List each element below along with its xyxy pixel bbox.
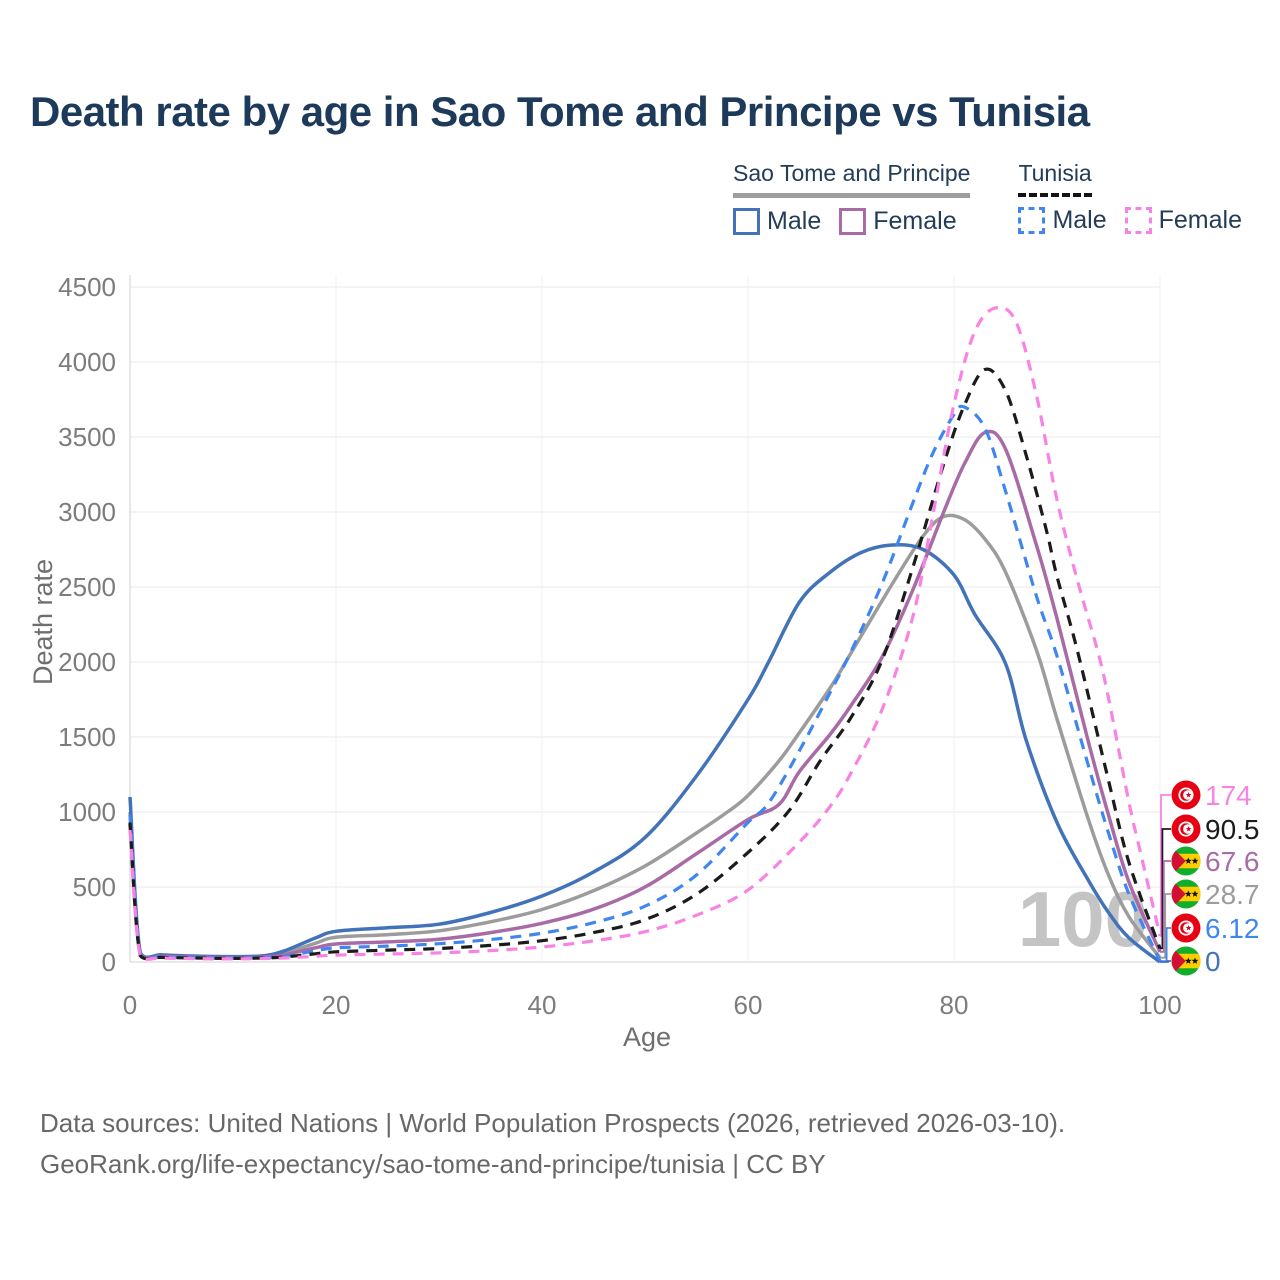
sao-tome-flag-icon: [1171, 846, 1201, 876]
y-tick-500: 500: [73, 872, 116, 902]
legend-group-title-sao-tome: Sao Tome and Principe: [733, 160, 971, 198]
x-tick-20: 20: [322, 990, 351, 1020]
curve-sao-tome-and-principe-both-sexes: [128, 513, 1162, 960]
legend-group-title-tunisia: Tunisia: [1018, 160, 1092, 197]
y-tick-2000: 2000: [58, 647, 116, 677]
footer-data-sources: Data sources: United Nations | World Pop…: [40, 1108, 1066, 1138]
tun-female-swatch-icon: [1124, 207, 1152, 234]
end-value-67.6: 67.6: [1205, 846, 1260, 877]
legend-group-tunisia: Tunisia Male Female: [1018, 160, 1242, 236]
y-tick-3000: 3000: [58, 497, 116, 527]
y-axis-ticks: 0 500 1000 1500 2000 2500 3000 3500 4000 4500: [58, 272, 116, 977]
end-value-90.5: 90.5: [1205, 814, 1260, 845]
end-label-connector: [1160, 927, 1171, 962]
legend-label-tun-male: Male: [1052, 206, 1107, 234]
legend: Sao Tome and Principe Male Female Tunisi…: [733, 160, 1242, 236]
y-axis-title: Death rate: [28, 559, 58, 685]
age-watermark: 100: [1018, 875, 1148, 963]
page-title: Death rate by age in Sao Tome and Princi…: [30, 88, 1090, 135]
sao-tome-flag-icon: [1171, 879, 1201, 909]
legend-label-stp-male: Male: [767, 207, 822, 235]
y-tick-4500: 4500: [58, 272, 116, 302]
end-value-28.7: 28.7: [1205, 879, 1260, 910]
legend-item-tun-female[interactable]: Female: [1124, 206, 1242, 235]
y-tick-2500: 2500: [58, 572, 116, 602]
sao-tome-flag-icon: [1171, 946, 1201, 976]
curve-tunisia-both-sexes: [128, 367, 1162, 961]
end-label-connector: [1160, 960, 1171, 963]
y-tick-0: 0: [102, 947, 116, 977]
legend-group-sao-tome: Sao Tome and Principe Male Female: [733, 160, 971, 236]
legend-item-stp-female[interactable]: Female: [839, 207, 957, 236]
legend-label-stp-female: Female: [873, 207, 957, 235]
legend-items-sao-tome: Male Female: [733, 207, 970, 236]
tunisia-flag-icon: [1171, 814, 1201, 844]
legend-label-tun-female: Female: [1158, 206, 1242, 234]
tun-male-swatch-icon: [1018, 207, 1046, 234]
end-label-connector: [1160, 860, 1171, 953]
end-label-connector: [1160, 893, 1171, 959]
stp-male-swatch-icon: [733, 208, 761, 235]
y-tick-3500: 3500: [58, 422, 116, 452]
legend-item-tun-male[interactable]: Male: [1018, 206, 1107, 235]
stp-female-swatch-icon: [839, 208, 867, 235]
y-tick-1500: 1500: [58, 722, 116, 752]
footer-url[interactable]: GeoRank.org/life-expectancy/sao-tome-and…: [40, 1149, 826, 1179]
footer: Data sources: United Nations | World Pop…: [40, 1103, 1065, 1185]
end-value-174: 174: [1205, 780, 1252, 811]
end-label-connector: [1160, 794, 1171, 937]
tunisia-flag-icon: [1171, 780, 1201, 810]
curve-tunisia-male: [128, 404, 1162, 962]
legend-item-stp-male[interactable]: Male: [733, 207, 821, 236]
chart-gridlines: [129, 275, 1161, 963]
tunisia-flag-icon: [1171, 913, 1201, 943]
chart-curves: [128, 305, 1162, 964]
legend-items-tunisia: Male Female: [1018, 206, 1242, 235]
curve-tunisia-female: [128, 305, 1162, 961]
x-axis-ticks: 0 20 40 60 80 100: [123, 990, 1182, 1020]
curve-sao-tome-and-principe-male: [128, 543, 1162, 964]
end-value-0: 0: [1205, 946, 1221, 977]
y-tick-4000: 4000: [58, 347, 116, 377]
x-tick-80: 80: [940, 990, 969, 1020]
end-value-6.12: 6.12: [1205, 913, 1260, 944]
x-tick-60: 60: [734, 990, 763, 1020]
curve-sao-tome-and-principe-female: [128, 429, 1162, 961]
x-tick-0: 0: [123, 990, 137, 1020]
x-tick-40: 40: [528, 990, 557, 1020]
x-axis-title: Age: [623, 1022, 671, 1052]
end-label-connector: [1160, 828, 1171, 950]
y-tick-1000: 1000: [58, 797, 116, 827]
x-tick-100: 100: [1138, 990, 1181, 1020]
